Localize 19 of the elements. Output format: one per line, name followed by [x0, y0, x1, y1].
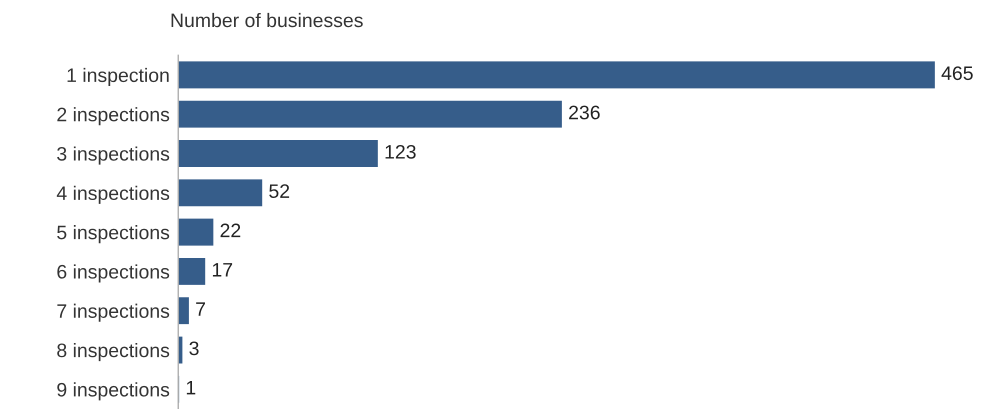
data-label: 3 — [189, 341, 199, 356]
y-tick-label: 8 inspections — [57, 342, 170, 362]
data-label: 52 — [269, 184, 290, 198]
data-label: 7 — [196, 302, 205, 316]
y-tick-label: 9 inspections — [57, 382, 170, 400]
y-tick-label: 1 inspection — [68, 68, 169, 86]
y-tick-label: 4 inspections — [56, 186, 170, 204]
y-tick-label: 7 inspections — [57, 304, 170, 322]
data-label: 22 — [220, 224, 240, 238]
chart-title: Number of businesses — [172, 12, 363, 28]
data-label: 236 — [569, 106, 600, 120]
y-tick-label: 6 inspections — [57, 264, 170, 282]
y-tick-label: 5 inspections — [57, 225, 170, 244]
y-tick-label: 3 inspections — [57, 146, 170, 165]
data-label: 123 — [386, 144, 416, 159]
y-tick-label: 2 inspections — [57, 107, 170, 126]
data-label: 465 — [942, 66, 973, 80]
data-label: 17 — [212, 263, 232, 276]
data-label: 1 — [186, 380, 196, 394]
